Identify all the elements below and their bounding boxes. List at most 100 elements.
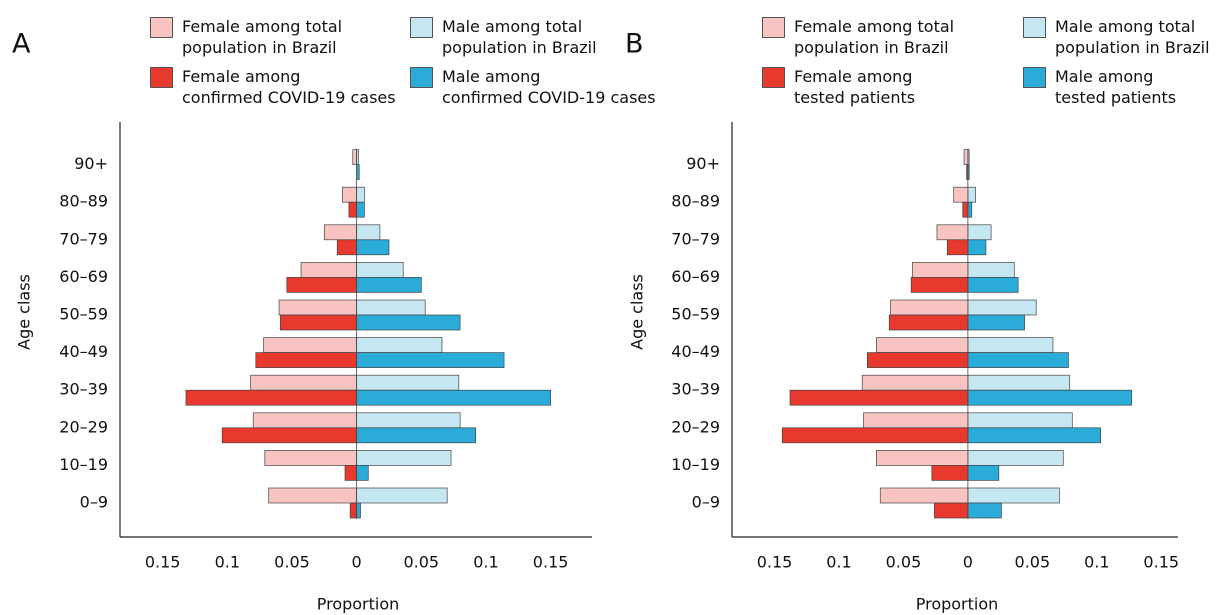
bar: [300, 262, 357, 278]
bar: [356, 239, 390, 256]
x-tick-label: 0.15: [1143, 553, 1179, 572]
legend-label: Male among total population in Brazil: [442, 17, 597, 57]
bar: [876, 450, 969, 466]
bar: [349, 502, 357, 519]
legend-label: Male among total population in Brazil: [1055, 17, 1210, 57]
bar: [936, 224, 969, 241]
x-tick-label: 0.1: [473, 553, 498, 572]
bar: [280, 314, 357, 331]
legend-item: Female among tested patients: [762, 66, 915, 108]
legend-label: Female among total population in Brazil: [794, 17, 955, 57]
bar: [356, 352, 505, 368]
bar: [356, 337, 443, 353]
y-axis-title: Age class: [15, 274, 34, 350]
bar: [934, 502, 969, 519]
bar: [356, 389, 551, 406]
y-tick-label: 80–89: [671, 192, 720, 211]
bar: [912, 262, 969, 278]
x-tick-label: 0: [963, 553, 973, 572]
bar: [967, 314, 1025, 331]
bar: [967, 374, 1071, 391]
legend-item: Male among tested patients: [1023, 66, 1176, 108]
legend-swatch: [410, 17, 433, 38]
bar: [946, 239, 969, 256]
bar: [931, 465, 969, 481]
panel-label: A: [12, 29, 31, 60]
bar: [866, 352, 969, 368]
bar: [789, 389, 969, 406]
bar: [967, 465, 1000, 481]
bar: [356, 186, 365, 203]
legend-label: Male among confirmed COVID-19 cases: [442, 67, 656, 107]
bar: [356, 299, 426, 316]
y-tick-label: 60–69: [59, 267, 108, 286]
y-tick-label: 0–9: [80, 493, 108, 512]
bar: [910, 277, 969, 293]
bar: [356, 487, 448, 504]
x-tick-label: 0.1: [215, 553, 240, 572]
legend-swatch: [150, 67, 173, 88]
y-tick-label: 70–79: [671, 229, 720, 248]
y-tick-label: 0–9: [692, 493, 720, 512]
bar: [250, 374, 357, 391]
bar: [344, 465, 357, 481]
bar: [888, 314, 969, 331]
bar: [967, 277, 1019, 293]
y-tick-label: 20–29: [671, 417, 720, 436]
bar: [963, 149, 969, 165]
bar: [356, 201, 365, 218]
bar: [221, 427, 357, 444]
y-tick-label: 50–59: [671, 305, 720, 324]
legend-label: Female among total population in Brazil: [182, 17, 343, 57]
y-tick-label: 60–69: [671, 267, 720, 286]
bar: [967, 337, 1054, 353]
y-tick-label: 90+: [686, 154, 720, 173]
bar: [264, 450, 357, 466]
bar: [263, 337, 357, 353]
bar: [967, 389, 1132, 406]
bar: [967, 427, 1102, 444]
bar: [962, 201, 969, 218]
x-tick-label: 0.15: [533, 553, 569, 572]
bar: [342, 186, 357, 203]
bar: [356, 374, 460, 391]
bar: [323, 224, 357, 241]
bar: [356, 412, 461, 429]
bar: [268, 487, 357, 504]
bar: [252, 412, 357, 429]
legend-swatch: [150, 17, 173, 38]
bar: [967, 186, 976, 203]
bar: [356, 224, 381, 241]
y-tick-label: 20–29: [59, 417, 108, 436]
y-tick-label: 10–19: [59, 455, 108, 474]
bar: [352, 149, 357, 165]
bar: [967, 299, 1037, 316]
bar: [278, 299, 357, 316]
bar: [967, 262, 1015, 278]
bar: [348, 201, 357, 218]
x-axis-title: Proportion: [317, 595, 400, 614]
bar: [286, 277, 357, 293]
x-tick-label: 0: [352, 553, 362, 572]
panel-label: B: [625, 29, 644, 60]
bar: [356, 262, 404, 278]
bar: [356, 502, 361, 519]
x-axis-title: Proportion: [916, 595, 999, 614]
x-tick-label: 0.05: [274, 553, 310, 572]
bar: [967, 487, 1060, 504]
legend-item: Female among total population in Brazil: [762, 16, 954, 58]
legend-label: Male among tested patients: [1055, 67, 1177, 107]
bar: [953, 186, 969, 203]
bar: [356, 450, 452, 466]
bar: [967, 224, 992, 241]
legend-item: Male among total population in Brazil: [1023, 16, 1210, 58]
y-tick-label: 10–19: [671, 455, 720, 474]
x-tick-label: 0.05: [1015, 553, 1051, 572]
bar: [967, 239, 987, 256]
bar: [255, 352, 357, 368]
bar: [876, 337, 969, 353]
x-tick-label: 0.05: [886, 553, 922, 572]
bar: [967, 502, 1002, 519]
bar: [967, 352, 1069, 368]
